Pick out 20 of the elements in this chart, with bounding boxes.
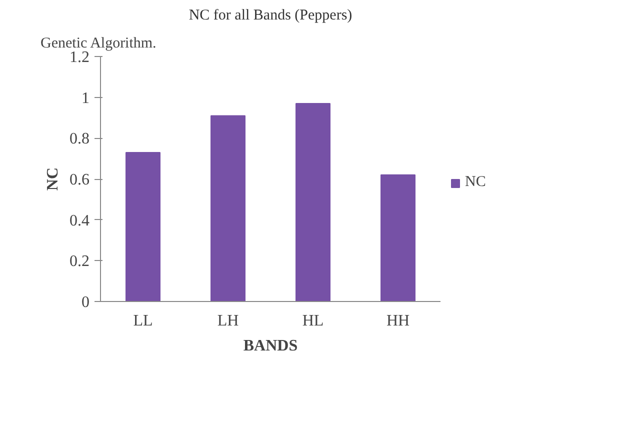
bar bbox=[126, 152, 160, 302]
bar bbox=[296, 102, 330, 302]
y-tick-label: 1 bbox=[82, 90, 90, 107]
y-tick-label: 0.6 bbox=[70, 172, 90, 188]
legend-label: NC bbox=[465, 174, 486, 191]
y-tick-label: 0.2 bbox=[70, 253, 90, 270]
bar bbox=[210, 115, 246, 302]
x-tick-label: LH bbox=[217, 312, 240, 330]
y-tick-label: 0.8 bbox=[70, 130, 90, 148]
x-tick-label: LL bbox=[133, 312, 153, 330]
y-tick-label: 0.4 bbox=[70, 212, 90, 230]
chart-title: NC for all Bands (Peppers) bbox=[188, 8, 352, 24]
x-tick-label: HL bbox=[302, 312, 324, 330]
y-axis-title: NC bbox=[44, 167, 62, 191]
bar bbox=[380, 174, 416, 302]
x-tick-label: HH bbox=[386, 312, 410, 330]
y-tick-label: 0 bbox=[82, 294, 90, 311]
y-tick-label: 1.2 bbox=[70, 49, 90, 66]
text: Genetic Algorithm. bbox=[40, 36, 156, 52]
x-axis-title: BANDS bbox=[243, 338, 298, 354]
